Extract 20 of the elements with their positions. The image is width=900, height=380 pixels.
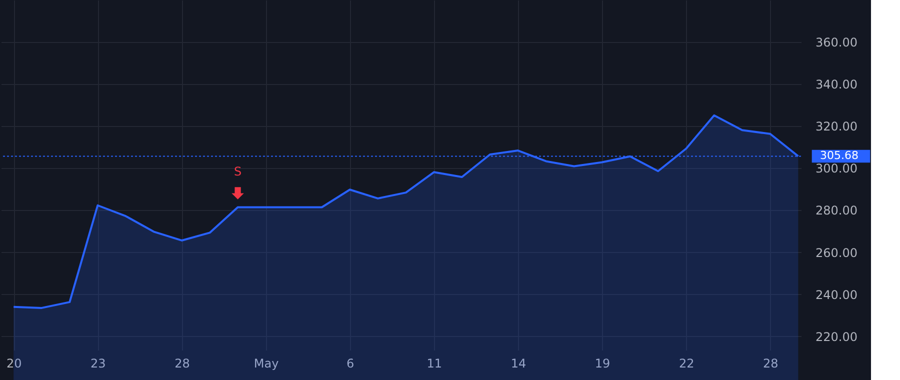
y-tick-label: 220.00 xyxy=(816,330,858,344)
x-tick-label: 11 xyxy=(426,356,442,370)
annotation: S xyxy=(234,164,242,178)
x-tick-label: 22 xyxy=(678,356,694,370)
x-tick-label: 28 xyxy=(763,356,778,370)
y-tick-label: 320.00 xyxy=(816,120,858,134)
y-tick-label: 240.00 xyxy=(816,288,858,302)
x-tick-label: 19 xyxy=(594,356,610,370)
y-tick-label: 280.00 xyxy=(816,204,858,218)
ref-line-label: 305.68 xyxy=(820,149,858,162)
y-tick-label: 360.00 xyxy=(816,36,858,50)
x-tick-label: 23 xyxy=(90,356,106,370)
y-tick-label: 300.00 xyxy=(816,162,858,176)
x-tick-label: May xyxy=(254,356,279,370)
y-tick-label: 340.00 xyxy=(816,78,858,92)
x-tick-label: 6 xyxy=(346,356,354,370)
x-tick-label: 28 xyxy=(174,356,190,370)
x-tick-label: 14 xyxy=(510,356,526,370)
y-tick-label: 260.00 xyxy=(816,246,858,260)
x-tick-label: 20 xyxy=(6,356,22,370)
